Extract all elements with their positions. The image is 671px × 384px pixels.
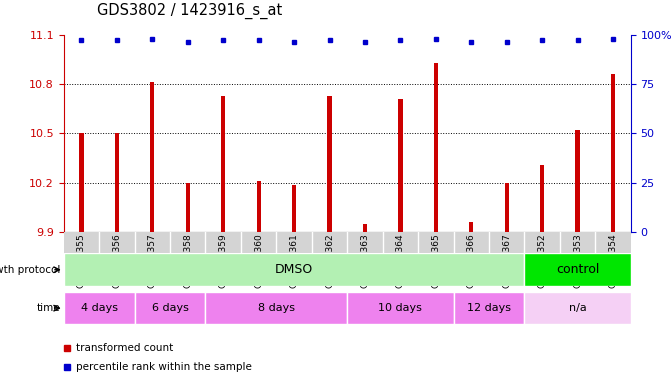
Text: GSM447359: GSM447359 (219, 233, 227, 288)
Text: GSM447365: GSM447365 (431, 233, 440, 288)
Bar (469, 222, 474, 232)
Text: control: control (556, 263, 599, 276)
Bar (454, 292, 525, 324)
Text: GDS3802 / 1423916_s_at: GDS3802 / 1423916_s_at (97, 3, 282, 19)
Text: GSM447367: GSM447367 (502, 233, 511, 288)
Text: GSM447355: GSM447355 (77, 233, 86, 288)
Text: n/a: n/a (569, 303, 586, 313)
Text: GSM447364: GSM447364 (396, 233, 405, 288)
Bar (135, 292, 205, 324)
Text: GSM447356: GSM447356 (113, 233, 121, 288)
Text: GSM447353: GSM447353 (573, 233, 582, 288)
Bar (115, 133, 119, 232)
Text: 10 days: 10 days (378, 303, 422, 313)
Bar (205, 292, 348, 324)
Bar (525, 253, 631, 286)
Text: 6 days: 6 days (152, 303, 189, 313)
Bar (327, 96, 331, 232)
Text: GSM447354: GSM447354 (609, 233, 617, 288)
Text: GSM447362: GSM447362 (325, 233, 334, 288)
Bar (363, 224, 367, 232)
Bar (79, 133, 84, 232)
Text: GSM447352: GSM447352 (537, 233, 547, 288)
Text: 8 days: 8 days (258, 303, 295, 313)
Bar (292, 185, 296, 232)
Text: percentile rank within the sample: percentile rank within the sample (76, 362, 252, 372)
Bar (399, 99, 403, 232)
Bar (64, 292, 135, 324)
Bar (221, 96, 225, 232)
Text: GSM447360: GSM447360 (254, 233, 263, 288)
Bar (150, 82, 154, 232)
Text: GSM447363: GSM447363 (360, 233, 370, 288)
Bar (611, 74, 615, 232)
Bar (505, 183, 509, 232)
Text: 12 days: 12 days (467, 303, 511, 313)
Bar (525, 292, 631, 324)
Text: GSM447366: GSM447366 (467, 233, 476, 288)
Text: transformed count: transformed count (76, 343, 174, 353)
Text: time: time (37, 303, 60, 313)
Text: 4 days: 4 days (81, 303, 117, 313)
Text: GSM447358: GSM447358 (183, 233, 193, 288)
Bar (64, 253, 525, 286)
Bar (576, 130, 580, 232)
Text: GSM447357: GSM447357 (148, 233, 157, 288)
Bar (348, 292, 454, 324)
Text: growth protocol: growth protocol (0, 265, 60, 275)
Bar (540, 165, 544, 232)
Bar (433, 63, 438, 232)
Text: GSM447361: GSM447361 (290, 233, 299, 288)
Text: DMSO: DMSO (275, 263, 313, 276)
Bar (186, 183, 190, 232)
Bar (256, 181, 261, 232)
